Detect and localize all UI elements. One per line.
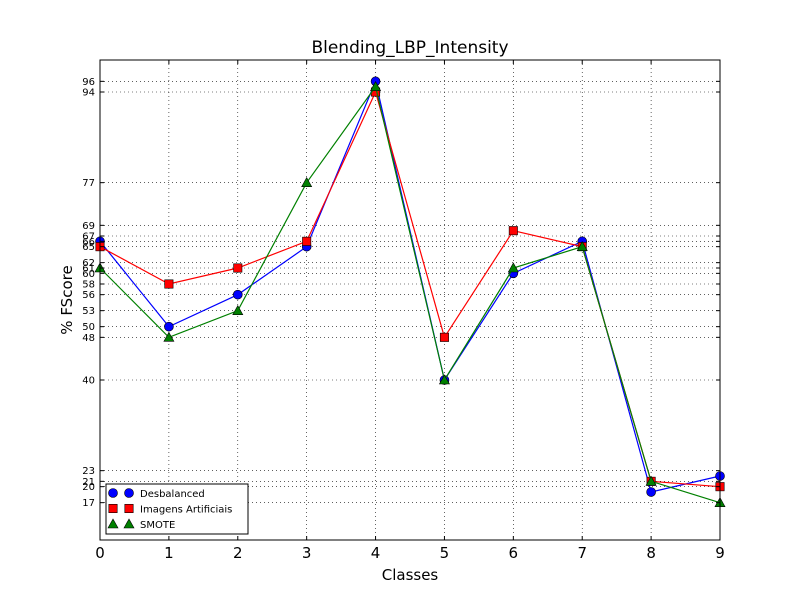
y-tick-label: 66 <box>82 237 95 248</box>
legend-label: Desbalanced <box>140 489 205 500</box>
x-tick-label: 3 <box>302 544 312 562</box>
data-point <box>232 305 244 315</box>
legend-marker <box>123 518 135 529</box>
data-point <box>164 321 174 332</box>
chart-title: Blending_LBP_Intensity <box>311 38 508 58</box>
y-tick-label: 23 <box>82 466 95 477</box>
y-tick-label: 40 <box>82 376 95 387</box>
x-tick-label: 2 <box>233 544 243 562</box>
y-tick-label: 17 <box>82 498 95 509</box>
x-tick-label: 8 <box>646 544 656 562</box>
y-tick-label: 61 <box>82 264 95 275</box>
data-point <box>438 374 450 385</box>
data-point <box>233 263 243 273</box>
data-point <box>301 177 313 187</box>
y-axis-label: % FScore <box>58 265 76 334</box>
series-line <box>99 85 721 504</box>
data-point <box>508 226 518 236</box>
data-point <box>232 289 243 300</box>
y-tick-label: 94 <box>82 88 95 99</box>
y-tick-label: 96 <box>82 77 95 88</box>
legend-entry: Imagens Artificiais <box>108 503 232 515</box>
y-tick-label: 50 <box>82 322 95 333</box>
y-tick-label: 65 <box>82 242 95 253</box>
x-axis-label: Classes <box>382 566 439 584</box>
y-tick-label: 20 <box>82 482 95 493</box>
y-tick-label: 48 <box>82 333 95 344</box>
x-tick-label: 4 <box>371 544 381 562</box>
y-tick-label: 56 <box>82 290 95 301</box>
legend-label: Imagens Artificiais <box>140 504 232 515</box>
y-tick-label: 62 <box>82 258 95 269</box>
y-tick-label: 69 <box>82 221 95 232</box>
y-tick-label: 21 <box>82 477 95 488</box>
legend-entry: Desbalanced <box>108 488 205 500</box>
y-tick-label: 60 <box>82 269 95 280</box>
ticks: 0 1 2 3 4 5 6 7 8 9172021234048505356586061626566… <box>82 60 725 562</box>
series-line <box>99 79 721 493</box>
data-point <box>507 262 519 273</box>
legend-marker <box>124 488 134 498</box>
data-point <box>302 236 312 246</box>
data-point <box>646 487 656 497</box>
series-layer <box>94 76 726 507</box>
data-point <box>645 475 657 486</box>
data-point <box>576 241 588 251</box>
data-point <box>164 279 174 289</box>
legend-marker <box>108 503 118 513</box>
x-tick-label: 7 <box>577 544 587 562</box>
data-point <box>439 332 449 342</box>
plot-area <box>100 60 720 540</box>
y-tick-label: 58 <box>82 280 95 291</box>
y-tick-label: 53 <box>82 306 95 317</box>
x-tick-label: 1 <box>164 544 174 562</box>
x-tick-label: 6 <box>509 544 519 562</box>
plot-frame <box>99 59 721 541</box>
legend: Desbalanced Imagens Artificiais SMOTE <box>105 483 249 535</box>
legend-marker <box>108 488 118 498</box>
legend-entry: SMOTE <box>107 518 175 531</box>
legend-marker <box>124 503 134 513</box>
data-point <box>370 81 382 91</box>
x-tick-label: 5 <box>440 544 450 562</box>
data-point <box>163 331 175 342</box>
y-tick-label: 77 <box>82 178 95 189</box>
x-tick-label: 0 <box>95 544 105 562</box>
y-tick-label: 67 <box>82 232 95 243</box>
x-tick-label: 9 <box>715 544 725 562</box>
legend-label: SMOTE <box>140 520 175 531</box>
legend-marker <box>107 518 119 529</box>
